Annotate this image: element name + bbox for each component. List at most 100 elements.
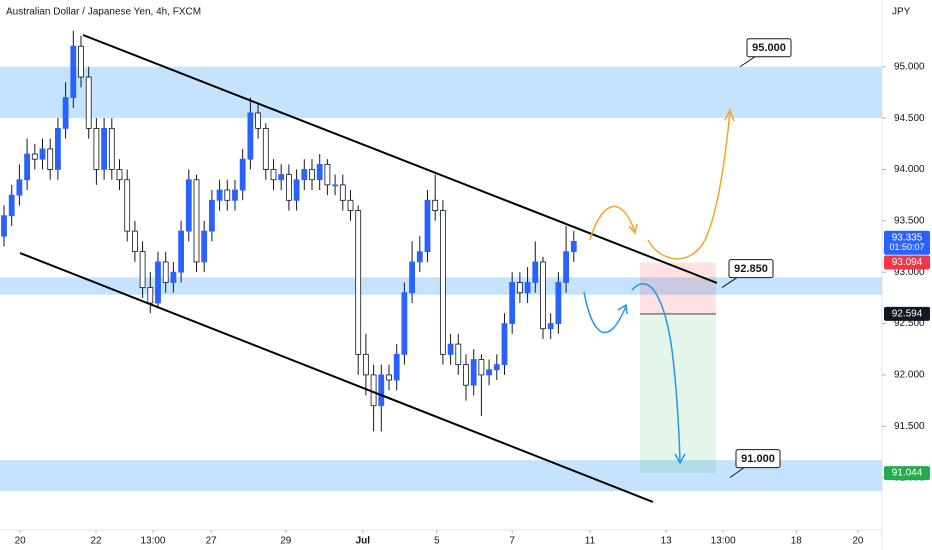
- target-tag: [884, 466, 930, 481]
- candle-body: [516, 282, 523, 294]
- candle-body: [124, 179, 131, 232]
- candle-body: [493, 364, 500, 371]
- candle-body: [355, 210, 362, 355]
- candle-body: [486, 369, 492, 376]
- channel-top: [82, 34, 718, 284]
- stop-tag: [884, 255, 930, 270]
- countdown: 01:50:07: [889, 242, 924, 252]
- candle-body: [62, 97, 69, 129]
- candle-body: [31, 153, 38, 160]
- y-tick-label: 93.000: [894, 267, 925, 278]
- callout-label: 95.000: [752, 42, 786, 54]
- entry-tag-label: 92.594: [892, 309, 923, 320]
- callout-pointer: [729, 467, 745, 479]
- candle-body: [540, 261, 546, 330]
- candle-body: [378, 374, 385, 407]
- chart-title: Australian Dollar / Japanese Yen, 4h, FX…: [6, 7, 201, 18]
- x-tick-label: 27: [206, 536, 218, 547]
- candle-body: [201, 230, 208, 263]
- candle-body: [563, 251, 569, 283]
- x-tick-label: 20: [15, 536, 27, 547]
- candle-body: [370, 374, 377, 407]
- candle-body: [509, 282, 516, 324]
- candles-layer: [1, 30, 577, 432]
- y-tick-label: 91.500: [894, 421, 925, 432]
- x-tick-label: 5: [434, 536, 440, 547]
- candle-body: [470, 359, 477, 386]
- candle-body: [347, 199, 354, 211]
- candle-body: [278, 174, 285, 181]
- candle-body: [139, 251, 146, 288]
- arrowhead: [617, 303, 628, 315]
- candle-body: [193, 179, 200, 263]
- candle-body: [170, 271, 177, 283]
- candle-body: [285, 174, 292, 201]
- candle-body: [185, 179, 192, 232]
- x-tick-label: Jul: [356, 536, 371, 547]
- candle-body: [47, 148, 54, 170]
- candle-body: [24, 153, 31, 181]
- candle-body: [108, 127, 115, 170]
- candle-body: [532, 261, 539, 283]
- candle-body: [524, 282, 531, 294]
- candle-body: [386, 374, 392, 381]
- last-price-tag-label: 93.335: [892, 232, 923, 243]
- candle-body: [16, 179, 23, 196]
- entry-tag: [884, 306, 930, 321]
- candle-body: [362, 353, 369, 376]
- arrow-blue-large: [631, 283, 681, 463]
- candle-body: [316, 163, 323, 181]
- candle-body: [547, 323, 554, 330]
- candle-body: [401, 292, 408, 355]
- candle-body: [301, 169, 308, 181]
- candle-body: [309, 169, 315, 181]
- candle-body: [409, 261, 415, 294]
- arrowhead: [628, 223, 638, 235]
- x-tick-label: 7: [509, 536, 515, 547]
- x-tick-label: 20: [852, 536, 864, 547]
- y-tick-label: 94.000: [894, 164, 925, 175]
- callout-label: 92.850: [734, 263, 768, 275]
- candle-body: [432, 199, 439, 211]
- candle-body: [116, 169, 123, 181]
- candle-body: [1, 215, 7, 237]
- callout-label: 91.000: [741, 453, 775, 465]
- arrow-orange-small: [589, 205, 636, 241]
- arrow-blue-small: [583, 291, 627, 334]
- last-price-tag: [884, 230, 930, 255]
- arrow-orange-large: [647, 111, 731, 260]
- target-zone: [640, 313, 716, 474]
- candle-body: [339, 184, 346, 201]
- candle-body: [455, 343, 462, 366]
- currency: JPY: [892, 7, 911, 18]
- candle-body: [178, 230, 184, 273]
- x-tick-label: 18: [791, 536, 803, 547]
- candle-body: [93, 127, 100, 170]
- y-tick-label: 92.500: [894, 318, 925, 329]
- axes: 95.000 94.500 94.000 93.500 93.000 92.500 92.0…: [15, 61, 930, 547]
- candle-body: [239, 158, 246, 191]
- y-tick-label: 93.500: [894, 215, 925, 226]
- channel-bottom: [19, 252, 654, 503]
- candle-body: [224, 189, 231, 201]
- x-tick-label: 11: [585, 536, 596, 547]
- candle-body: [216, 189, 223, 201]
- candle-body: [85, 76, 92, 129]
- candle-body: [262, 127, 269, 170]
- candle-body: [232, 189, 238, 201]
- candle-body: [147, 287, 154, 304]
- candle-body: [39, 148, 46, 160]
- candle-body: [155, 261, 161, 304]
- target-tag-label: 91.044: [892, 468, 923, 479]
- callout-box: [728, 259, 774, 279]
- candle-body: [78, 45, 84, 78]
- candle-body: [463, 364, 469, 386]
- candle-body: [247, 112, 254, 160]
- candle-body: [255, 112, 261, 129]
- candle-body: [55, 127, 61, 170]
- y-tick-label: 92.000: [894, 370, 925, 381]
- x-tick-label: 29: [280, 536, 292, 547]
- candle-body: [501, 323, 508, 366]
- candle-body: [447, 343, 454, 355]
